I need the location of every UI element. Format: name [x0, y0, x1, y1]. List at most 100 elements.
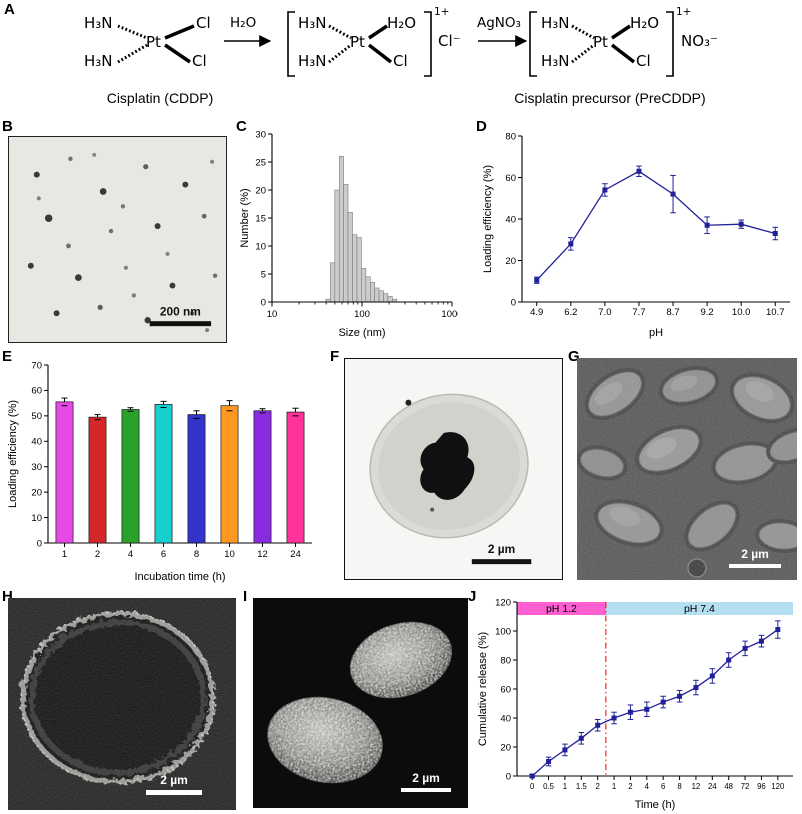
svg-text:1.5: 1.5	[576, 782, 588, 791]
svg-text:20: 20	[505, 256, 516, 267]
svg-text:20: 20	[255, 185, 266, 196]
svg-text:10.0: 10.0	[732, 307, 751, 318]
svg-text:6.2: 6.2	[564, 307, 577, 318]
chem-h3n: H₃N	[541, 52, 570, 70]
svg-text:1: 1	[612, 782, 616, 791]
chem-h3n: H₃N	[84, 52, 113, 70]
chem-h3n: H₃N	[298, 14, 327, 32]
sem-image-g-art: 2 µm	[577, 358, 797, 580]
chem-pt: Pt	[350, 33, 365, 51]
svg-text:10: 10	[255, 241, 266, 252]
svg-text:120: 120	[771, 782, 785, 791]
svg-text:80: 80	[500, 655, 511, 666]
chem-cl-counterion: Cl⁻	[438, 32, 461, 50]
panel-label-h: H	[2, 588, 13, 605]
svg-text:4: 4	[128, 549, 133, 560]
chem-charge: 1+	[434, 6, 450, 18]
svg-text:0.5: 0.5	[543, 782, 555, 791]
svg-text:96: 96	[757, 782, 766, 791]
panel-label-i: I	[243, 588, 248, 605]
svg-text:2: 2	[596, 782, 600, 791]
svg-text:1: 1	[62, 549, 67, 560]
svg-text:120: 120	[495, 597, 511, 608]
chem-charge: 1+	[676, 6, 692, 18]
size-distribution-chart: 0 5 10 15 20 25 30 10 100 1000 Size (nm) Number (%)	[239, 129, 458, 339]
tem-image-b-art: 200 nm	[9, 137, 226, 342]
capsule-lower	[267, 696, 383, 784]
svg-text:8: 8	[677, 782, 681, 791]
svg-text:10.7: 10.7	[766, 307, 785, 318]
svg-text:10: 10	[31, 513, 42, 524]
svg-text:80: 80	[505, 131, 516, 142]
chem-pt: Pt	[593, 33, 608, 51]
chem-cl: Cl	[636, 52, 651, 70]
sem-grain-overlay	[577, 358, 797, 580]
reaction-scheme-graphics	[117, 11, 674, 77]
tem-image-f: 2 µm	[344, 358, 563, 580]
svg-text:40: 40	[31, 437, 42, 448]
svg-text:60: 60	[31, 386, 42, 397]
tem-image-f-art: 2 µm	[345, 359, 562, 579]
panel-label-e: E	[2, 348, 13, 365]
svg-text:70: 70	[31, 360, 42, 371]
scale-bar	[401, 788, 451, 792]
scale-bar-label: 2 µm	[488, 542, 515, 556]
svg-text:10: 10	[224, 549, 235, 560]
tem-grain-overlay	[8, 598, 236, 810]
svg-text:24: 24	[708, 782, 717, 791]
svg-text:pH 7.4: pH 7.4	[684, 603, 715, 615]
chem-h3n: H₃N	[84, 14, 113, 32]
svg-text:12: 12	[692, 782, 701, 791]
scale-bar-label: 2 µm	[412, 771, 440, 785]
svg-text:40: 40	[505, 214, 516, 225]
panel-label-j: J	[468, 588, 477, 605]
chem-no3-counterion: NO₃⁻	[681, 32, 718, 50]
svg-text:Loading efficiency (%): Loading efficiency (%)	[482, 165, 494, 273]
sem-image-i-art: 2 µm	[253, 598, 468, 808]
scale-bar	[471, 559, 532, 565]
panel-label-f: F	[330, 348, 340, 365]
svg-text:15: 15	[255, 213, 266, 224]
svg-text:8: 8	[194, 549, 199, 560]
chem-h2o: H₂O	[387, 14, 417, 32]
panel-label-g: G	[568, 348, 580, 365]
svg-text:0: 0	[506, 771, 511, 782]
svg-text:pH: pH	[649, 327, 663, 339]
svg-text:10: 10	[267, 309, 278, 320]
svg-text:Loading efficiency (%): Loading efficiency (%)	[7, 400, 19, 508]
dense-core	[420, 432, 475, 500]
svg-text:6: 6	[661, 782, 665, 791]
svg-text:1000: 1000	[441, 309, 458, 320]
svg-text:60: 60	[505, 173, 516, 184]
tem-image-h: 2 µm	[8, 598, 236, 810]
sem-image-i: 2 µm	[253, 598, 468, 808]
panel-label-b: B	[2, 118, 13, 135]
svg-text:4.9: 4.9	[530, 307, 543, 318]
chem-cl: Cl	[393, 52, 408, 70]
svg-text:2: 2	[628, 782, 632, 791]
svg-text:25: 25	[255, 157, 266, 168]
chem-cl: Cl	[196, 14, 211, 32]
svg-text:Incubation time (h): Incubation time (h)	[134, 571, 225, 583]
panel-label-a: A	[4, 1, 15, 18]
svg-text:2: 2	[95, 549, 100, 560]
svg-text:1: 1	[563, 782, 567, 791]
tem-image-h-art: 2 µm	[8, 598, 236, 810]
svg-text:100: 100	[495, 626, 511, 637]
svg-text:Cumulative release (%): Cumulative release (%)	[477, 632, 489, 746]
panel-label-d: D	[476, 118, 487, 135]
scale-bar-label: 2 µm	[160, 773, 188, 787]
cddp-caption: Cisplatin (CDDP)	[106, 90, 214, 106]
scale-bar	[146, 790, 202, 795]
chem-cl: Cl	[192, 52, 207, 70]
svg-text:30: 30	[255, 129, 266, 140]
chem-h2o-reagent: H₂O	[230, 15, 257, 31]
chem-pt: Pt	[146, 33, 161, 51]
chem-h3n: H₃N	[541, 14, 570, 32]
precddp-caption: Cisplatin precursor (PreCDDP)	[514, 90, 706, 106]
svg-text:40: 40	[500, 713, 511, 724]
scale-bar	[729, 564, 781, 568]
